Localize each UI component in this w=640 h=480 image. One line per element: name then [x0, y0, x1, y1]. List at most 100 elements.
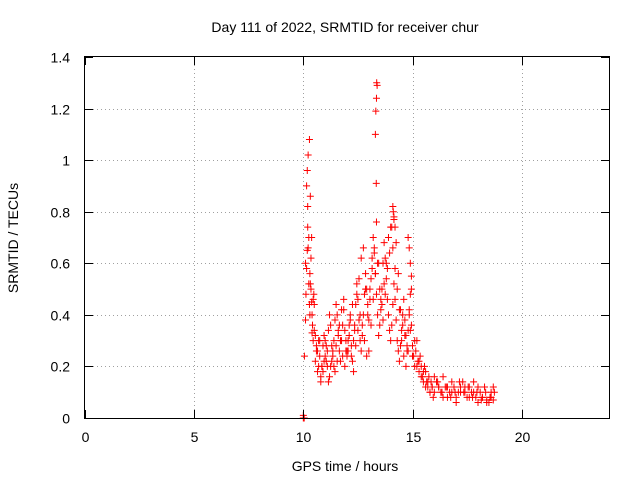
- y-axis-label: SRMTID / TECUs: [5, 183, 21, 293]
- data-point: [486, 393, 494, 401]
- data-point: [482, 388, 490, 396]
- data-point: [378, 301, 386, 309]
- data-point: [311, 331, 319, 339]
- data-point: [438, 388, 446, 396]
- data-point: [415, 357, 423, 365]
- data-point: [404, 347, 412, 355]
- data-point: [304, 151, 312, 159]
- data-point: [352, 342, 360, 350]
- data-point: [356, 311, 364, 319]
- data-point: [401, 331, 409, 339]
- data-point: [338, 306, 346, 314]
- data-point: [372, 94, 380, 102]
- data-point: [406, 290, 414, 298]
- data-point: [447, 393, 455, 401]
- data-point: [302, 290, 310, 298]
- data-point: [422, 383, 430, 391]
- data-point: [430, 373, 438, 381]
- data-point: [314, 347, 322, 355]
- data-point: [326, 373, 334, 381]
- data-point: [327, 321, 335, 329]
- data-point: [455, 378, 463, 386]
- y-tick-label: 0: [62, 411, 70, 427]
- data-point: [405, 244, 413, 252]
- data-point: [379, 316, 387, 324]
- data-point: [312, 342, 320, 350]
- data-point: [360, 337, 368, 345]
- x-axis-label: GPS time / hours: [292, 458, 399, 474]
- data-point: [341, 326, 349, 334]
- data-point: [309, 321, 317, 329]
- data-point: [374, 311, 382, 319]
- data-point: [411, 337, 419, 345]
- data-point: [452, 399, 460, 407]
- data-point: [477, 396, 485, 404]
- data-point: [320, 357, 328, 365]
- data-point: [407, 285, 415, 293]
- data-point: [398, 337, 406, 345]
- data-point: [370, 244, 378, 252]
- data-point: [398, 326, 406, 334]
- y-tick-label: 1: [62, 153, 70, 169]
- y-tick-label: 1.4: [51, 50, 71, 66]
- data-point: [391, 295, 399, 303]
- data-point: [460, 388, 468, 396]
- data-point: [308, 234, 316, 241]
- data-point: [359, 244, 367, 252]
- data-point: [386, 326, 394, 334]
- data-point: [317, 378, 325, 386]
- x-tick-labels: 0 5 10 15 20: [82, 429, 531, 445]
- data-point: [347, 352, 355, 360]
- data-point: [346, 316, 354, 324]
- data-point: [368, 264, 376, 272]
- data-point: [345, 331, 353, 339]
- data-point: [421, 362, 429, 370]
- data-point: [376, 285, 384, 293]
- data-point: [350, 368, 358, 376]
- data-point: [403, 342, 411, 350]
- data-point: [341, 362, 349, 370]
- data-point: [405, 311, 413, 319]
- data-point: [474, 383, 482, 391]
- data-point: [333, 357, 341, 365]
- data-point: [334, 326, 342, 334]
- data-point: [451, 388, 459, 396]
- data-point: [396, 342, 404, 350]
- data-point: [303, 166, 311, 174]
- data-point: [330, 337, 338, 345]
- data-point: [332, 342, 340, 350]
- data-point: [382, 259, 390, 267]
- chart-title: Day 111 of 2022, SRMTID for receiver chu…: [211, 19, 478, 35]
- data-point: [303, 264, 311, 272]
- data-point: [340, 295, 348, 303]
- data-point: [344, 347, 352, 355]
- data-point: [406, 326, 414, 334]
- data-point: [369, 234, 377, 241]
- data-point: [310, 326, 318, 334]
- data-point: [357, 254, 365, 262]
- data-point: [355, 275, 363, 283]
- data-point: [392, 239, 400, 247]
- data-point: [377, 295, 385, 303]
- data-point: [331, 368, 339, 376]
- data-point: [324, 326, 332, 334]
- data-point: [450, 383, 458, 391]
- data-point: [428, 383, 436, 391]
- data-point: [321, 352, 329, 360]
- data-point: [391, 223, 399, 231]
- data-point: [371, 130, 379, 138]
- data-point: [372, 179, 380, 187]
- data-point: [300, 352, 308, 360]
- data-point: [435, 383, 443, 391]
- data-point: [306, 270, 314, 278]
- data-point: [439, 393, 447, 401]
- data-point: [393, 285, 401, 293]
- data-point: [383, 264, 391, 272]
- data-point: [470, 378, 478, 386]
- data-point: [424, 378, 432, 386]
- data-point: [402, 362, 410, 370]
- data-point: [322, 342, 330, 350]
- data-point: [365, 316, 373, 324]
- data-point: [409, 352, 416, 360]
